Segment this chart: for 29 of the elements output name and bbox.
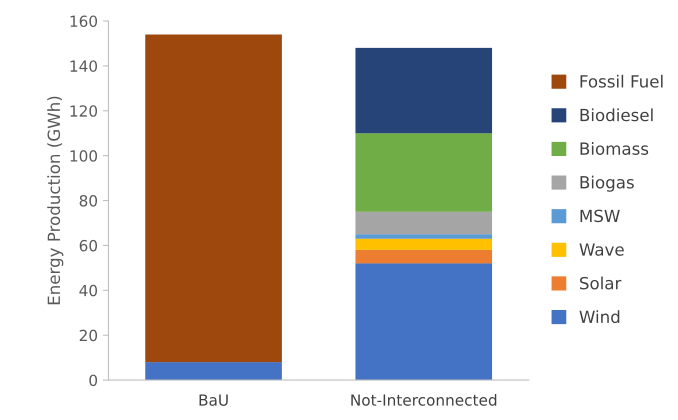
legend-label: Biomass xyxy=(580,142,648,155)
bar xyxy=(355,238,492,250)
bar xyxy=(355,263,492,380)
y-tick-label: 140 xyxy=(70,60,98,72)
legend-label: Wind xyxy=(579,310,620,324)
y-tick-label: 160 xyxy=(70,15,98,28)
legend-label: Solar xyxy=(580,276,622,290)
bar xyxy=(145,34,282,362)
bar xyxy=(355,212,492,234)
y-tick-label: 100 xyxy=(70,150,98,162)
y-tick-label: 20 xyxy=(80,330,98,342)
bar xyxy=(355,250,492,264)
y-tick-label: 120 xyxy=(70,105,98,117)
x-tick-label: Not-Interconnected xyxy=(351,394,496,406)
bar xyxy=(145,362,282,380)
bar xyxy=(355,234,492,239)
bar xyxy=(355,48,492,134)
y-tick-label: 40 xyxy=(79,284,98,296)
legend-label: MSW xyxy=(580,210,620,222)
bar xyxy=(355,133,492,212)
y-tick-label: 60 xyxy=(80,240,98,252)
legend-label: Wave xyxy=(579,243,624,256)
y-tick-label: 80 xyxy=(80,195,98,207)
legend-label: Biodiesel xyxy=(580,108,653,122)
legend-label: Biogas xyxy=(580,176,634,192)
legend-label: Fossil Fuel xyxy=(580,74,663,88)
x-tick-label: BaU xyxy=(200,394,228,406)
y-axis-title: Energy Production (GWh) xyxy=(47,96,64,304)
y-tick-label: 0 xyxy=(89,374,98,386)
